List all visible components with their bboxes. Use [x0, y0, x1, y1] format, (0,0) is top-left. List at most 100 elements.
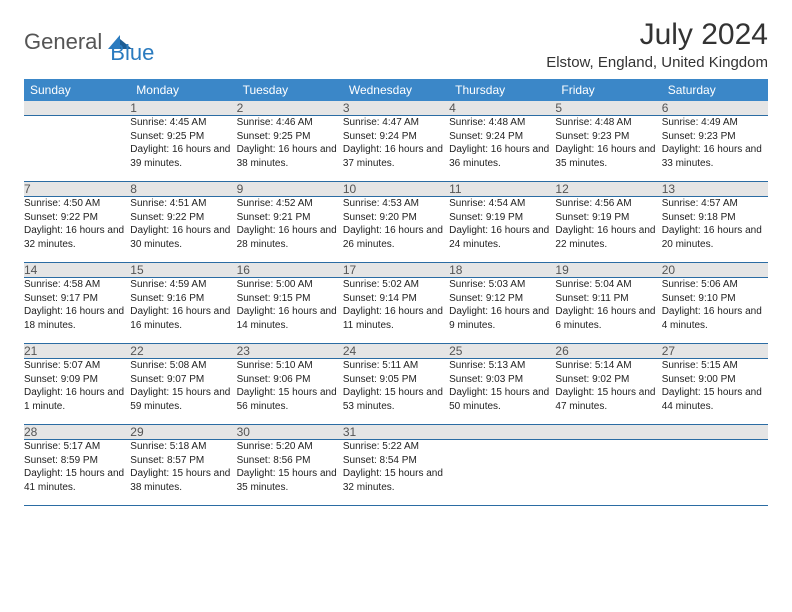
- sunrise-text: Sunrise: 4:48 AM: [555, 116, 661, 130]
- day-number: 29: [130, 425, 236, 440]
- sunset-text: Sunset: 9:15 PM: [237, 292, 343, 306]
- day-number: 20: [662, 263, 768, 278]
- sunrise-text: Sunrise: 5:14 AM: [555, 359, 661, 373]
- day-cell: [662, 440, 768, 506]
- sunrise-text: Sunrise: 4:45 AM: [130, 116, 236, 130]
- daylight-text: Daylight: 15 hours and 35 minutes.: [237, 467, 343, 494]
- sunrise-text: Sunrise: 5:07 AM: [24, 359, 130, 373]
- sunset-text: Sunset: 9:17 PM: [24, 292, 130, 306]
- day-cell: Sunrise: 5:20 AMSunset: 8:56 PMDaylight:…: [237, 440, 343, 506]
- day-cell: Sunrise: 5:00 AMSunset: 9:15 PMDaylight:…: [237, 278, 343, 344]
- daylight-text: Daylight: 15 hours and 38 minutes.: [130, 467, 236, 494]
- day-content-row: Sunrise: 4:45 AMSunset: 9:25 PMDaylight:…: [24, 116, 768, 182]
- day-number: 19: [555, 263, 661, 278]
- daylight-text: Daylight: 16 hours and 32 minutes.: [24, 224, 130, 251]
- sunset-text: Sunset: 9:06 PM: [237, 373, 343, 387]
- sunset-text: Sunset: 9:24 PM: [449, 130, 555, 144]
- weekday-header: Sunday: [24, 79, 130, 101]
- daylight-text: Daylight: 16 hours and 1 minute.: [24, 386, 130, 413]
- daylight-text: Daylight: 16 hours and 6 minutes.: [555, 305, 661, 332]
- day-number: 23: [237, 344, 343, 359]
- sunrise-text: Sunrise: 4:50 AM: [24, 197, 130, 211]
- day-cell: Sunrise: 4:51 AMSunset: 9:22 PMDaylight:…: [130, 197, 236, 263]
- sunset-text: Sunset: 9:11 PM: [555, 292, 661, 306]
- day-cell: Sunrise: 5:18 AMSunset: 8:57 PMDaylight:…: [130, 440, 236, 506]
- day-cell: Sunrise: 5:14 AMSunset: 9:02 PMDaylight:…: [555, 359, 661, 425]
- day-cell: Sunrise: 5:11 AMSunset: 9:05 PMDaylight:…: [343, 359, 449, 425]
- day-number: 3: [343, 101, 449, 116]
- daylight-text: Daylight: 16 hours and 36 minutes.: [449, 143, 555, 170]
- daylight-text: Daylight: 16 hours and 28 minutes.: [237, 224, 343, 251]
- day-cell: Sunrise: 4:54 AMSunset: 9:19 PMDaylight:…: [449, 197, 555, 263]
- daylight-text: Daylight: 16 hours and 39 minutes.: [130, 143, 236, 170]
- day-cell: Sunrise: 5:07 AMSunset: 9:09 PMDaylight:…: [24, 359, 130, 425]
- sunset-text: Sunset: 9:23 PM: [555, 130, 661, 144]
- day-number-row: 21222324252627: [24, 344, 768, 359]
- sunset-text: Sunset: 9:16 PM: [130, 292, 236, 306]
- daylight-text: Daylight: 16 hours and 9 minutes.: [449, 305, 555, 332]
- day-cell: Sunrise: 4:56 AMSunset: 9:19 PMDaylight:…: [555, 197, 661, 263]
- location-subtitle: Elstow, England, United Kingdom: [546, 54, 768, 71]
- sunrise-text: Sunrise: 4:47 AM: [343, 116, 449, 130]
- logo-text-general: General: [24, 29, 102, 55]
- day-content-row: Sunrise: 5:07 AMSunset: 9:09 PMDaylight:…: [24, 359, 768, 425]
- daylight-text: Daylight: 16 hours and 26 minutes.: [343, 224, 449, 251]
- day-number-row: 14151617181920: [24, 263, 768, 278]
- day-cell: Sunrise: 5:22 AMSunset: 8:54 PMDaylight:…: [343, 440, 449, 506]
- sunrise-text: Sunrise: 4:58 AM: [24, 278, 130, 292]
- daylight-text: Daylight: 16 hours and 20 minutes.: [662, 224, 768, 251]
- day-number: 7: [24, 182, 130, 197]
- day-cell: Sunrise: 5:13 AMSunset: 9:03 PMDaylight:…: [449, 359, 555, 425]
- day-number: 22: [130, 344, 236, 359]
- weekday-header: Monday: [130, 79, 236, 101]
- day-cell: Sunrise: 4:58 AMSunset: 9:17 PMDaylight:…: [24, 278, 130, 344]
- sunrise-text: Sunrise: 5:18 AM: [130, 440, 236, 454]
- day-number: 15: [130, 263, 236, 278]
- day-cell: Sunrise: 4:53 AMSunset: 9:20 PMDaylight:…: [343, 197, 449, 263]
- weekday-header: Friday: [555, 79, 661, 101]
- sunrise-text: Sunrise: 5:08 AM: [130, 359, 236, 373]
- day-number: 13: [662, 182, 768, 197]
- title-block: July 2024 Elstow, England, United Kingdo…: [546, 18, 768, 71]
- day-number: 9: [237, 182, 343, 197]
- day-number: 17: [343, 263, 449, 278]
- weekday-header: Saturday: [662, 79, 768, 101]
- daylight-text: Daylight: 16 hours and 14 minutes.: [237, 305, 343, 332]
- sunrise-text: Sunrise: 5:04 AM: [555, 278, 661, 292]
- day-cell: Sunrise: 5:15 AMSunset: 9:00 PMDaylight:…: [662, 359, 768, 425]
- day-number-row: 123456: [24, 101, 768, 116]
- sunset-text: Sunset: 9:05 PM: [343, 373, 449, 387]
- daylight-text: Daylight: 16 hours and 22 minutes.: [555, 224, 661, 251]
- day-content-row: Sunrise: 4:50 AMSunset: 9:22 PMDaylight:…: [24, 197, 768, 263]
- sunset-text: Sunset: 9:18 PM: [662, 211, 768, 225]
- day-cell: Sunrise: 4:50 AMSunset: 9:22 PMDaylight:…: [24, 197, 130, 263]
- sunset-text: Sunset: 8:57 PM: [130, 454, 236, 468]
- day-cell: Sunrise: 4:57 AMSunset: 9:18 PMDaylight:…: [662, 197, 768, 263]
- calendar-table: Sunday Monday Tuesday Wednesday Thursday…: [24, 79, 768, 506]
- sunset-text: Sunset: 8:56 PM: [237, 454, 343, 468]
- day-number: 18: [449, 263, 555, 278]
- day-number: 8: [130, 182, 236, 197]
- day-number: 6: [662, 101, 768, 116]
- day-cell: Sunrise: 4:52 AMSunset: 9:21 PMDaylight:…: [237, 197, 343, 263]
- daylight-text: Daylight: 16 hours and 35 minutes.: [555, 143, 661, 170]
- sunrise-text: Sunrise: 5:22 AM: [343, 440, 449, 454]
- daylight-text: Daylight: 15 hours and 56 minutes.: [237, 386, 343, 413]
- day-cell: Sunrise: 4:59 AMSunset: 9:16 PMDaylight:…: [130, 278, 236, 344]
- daylight-text: Daylight: 15 hours and 44 minutes.: [662, 386, 768, 413]
- sunset-text: Sunset: 9:22 PM: [130, 211, 236, 225]
- sunset-text: Sunset: 9:22 PM: [24, 211, 130, 225]
- sunset-text: Sunset: 9:02 PM: [555, 373, 661, 387]
- day-cell: Sunrise: 5:04 AMSunset: 9:11 PMDaylight:…: [555, 278, 661, 344]
- day-number: 31: [343, 425, 449, 440]
- sunrise-text: Sunrise: 4:57 AM: [662, 197, 768, 211]
- daylight-text: Daylight: 16 hours and 24 minutes.: [449, 224, 555, 251]
- day-cell: Sunrise: 4:47 AMSunset: 9:24 PMDaylight:…: [343, 116, 449, 182]
- day-cell: [449, 440, 555, 506]
- day-number: 2: [237, 101, 343, 116]
- sunrise-text: Sunrise: 4:49 AM: [662, 116, 768, 130]
- sunrise-text: Sunrise: 4:56 AM: [555, 197, 661, 211]
- daylight-text: Daylight: 15 hours and 50 minutes.: [449, 386, 555, 413]
- sunset-text: Sunset: 9:24 PM: [343, 130, 449, 144]
- day-cell: Sunrise: 5:06 AMSunset: 9:10 PMDaylight:…: [662, 278, 768, 344]
